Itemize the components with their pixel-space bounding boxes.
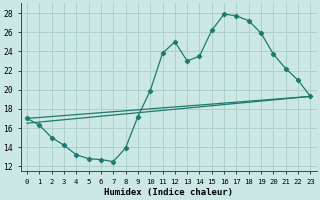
X-axis label: Humidex (Indice chaleur): Humidex (Indice chaleur) [104,188,233,197]
